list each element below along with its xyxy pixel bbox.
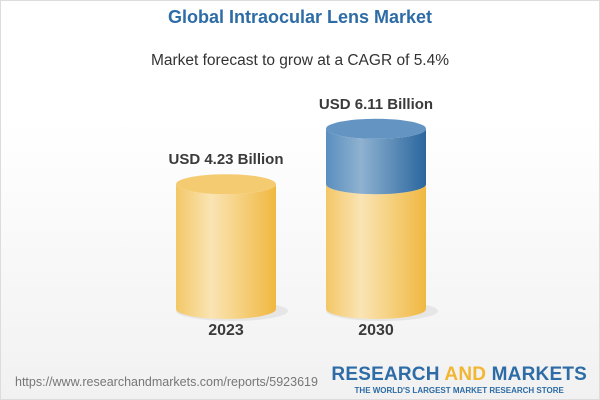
cylinder-bar-2023 (176, 184, 276, 319)
cylinder-top-2023 (176, 174, 276, 195)
cylinder-top-2030 (326, 118, 426, 139)
chart-subtitle: Market forecast to grow at a CAGR of 5.4… (150, 52, 450, 69)
source-url[interactable]: https://www.researchandmarkets.com/repor… (15, 375, 318, 389)
category-label: 2023 (208, 322, 244, 339)
data-label: USD 6.11 Billion (319, 96, 433, 113)
cylinder-base-segment-2030 (326, 184, 426, 319)
data-label: USD 4.23 Billion (168, 151, 283, 168)
chart-title: Global Intraocular Lens Market (167, 7, 433, 27)
cylinder-chart: USD 4.23 Billion 2023 USD 6.11 Billion 2030 (168, 96, 438, 339)
category-label: 2030 (358, 322, 394, 339)
cylinder-growth-segment-2030 (326, 128, 426, 195)
research-and-markets-logo: RESEARCH AND MARKETS THE WORLD'S LARGEST… (331, 364, 587, 396)
